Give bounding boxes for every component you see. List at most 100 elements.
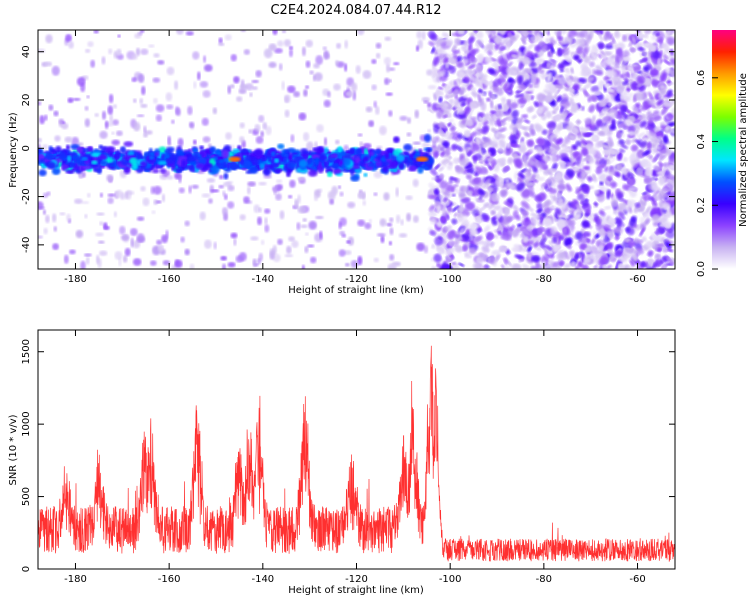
spectrogram-noise-cell [600, 61, 607, 68]
spectrogram-noise-cell [621, 67, 626, 74]
spectrogram-speckle [227, 201, 235, 209]
spectrogram-noise-cell [438, 86, 444, 90]
spectrogram-noise-cell [597, 194, 605, 203]
spectrogram-noise-cell [506, 61, 513, 68]
spectrogram-noise-cell [540, 184, 546, 191]
x-tick-label: -120 [345, 574, 368, 585]
spectrogram-noise-cell [519, 145, 527, 154]
spectrogram-noise-cell [447, 41, 453, 47]
spectrogram-speckle [130, 237, 134, 248]
spectrogram-speckle [290, 134, 295, 143]
spectrogram-speckle [277, 40, 284, 47]
spectrogram-speckle [339, 217, 347, 227]
spectrogram-noise-cell [606, 230, 615, 238]
spectrogram-noise-cell [530, 173, 536, 182]
spectrogram-noise-cell [449, 125, 456, 132]
spectrogram-speckle [93, 30, 99, 34]
spectrogram-noise-cell [560, 141, 568, 148]
spectrogram-noise-cell [624, 247, 635, 254]
spectrogram-speckle [264, 208, 271, 214]
spectrogram-speckle [131, 53, 138, 60]
spectrogram-noise-cell [593, 30, 604, 36]
spectrogram-noise-cell [469, 101, 478, 109]
spectrogram-speckle [357, 192, 366, 199]
spectrogram-speckle [323, 137, 328, 146]
spectrogram-noise-cell [617, 123, 625, 128]
spectrogram-noise-cell [553, 94, 558, 99]
spectrogram-noise-cell [647, 132, 657, 141]
spectrogram-speckle [144, 130, 153, 135]
spectrogram-speckle [165, 92, 173, 102]
spectrogram-speckle [115, 130, 123, 137]
spectrogram-noise-cell [548, 259, 554, 267]
spectrogram-speckle [52, 243, 59, 251]
spectrogram-speckle [387, 263, 397, 269]
spectrogram-noise-cell [541, 260, 546, 267]
spectrogram-signal-cell [242, 148, 248, 154]
spectrogram-noise-cell [541, 233, 546, 239]
spectrogram-noise-cell [464, 220, 470, 227]
spectrogram-speckle [227, 185, 235, 192]
spectrogram-signal-cell [356, 147, 361, 156]
spectrogram-noise-cell [644, 78, 651, 86]
spectrogram-speckle [357, 255, 363, 266]
spectrogram-noise-cell [536, 202, 543, 211]
spectrogram-noise-cell [598, 101, 606, 107]
x-tick-label: -160 [158, 574, 181, 585]
spectrogram-noise-cell [546, 249, 553, 255]
spectrogram-noise-cell [518, 258, 524, 263]
spectrogram-noise-cell [456, 145, 463, 152]
spectrogram-noise-cell [583, 82, 593, 90]
spectrogram-speckle [45, 214, 50, 224]
spectrogram-noise-cell [559, 68, 565, 73]
spectrogram-noise-cell [605, 30, 611, 39]
spectrogram-noise-cell [561, 93, 569, 101]
spectrogram-noise-cell [658, 193, 669, 199]
spectrogram-speckle [58, 120, 63, 128]
spectrogram-noise-cell [440, 216, 447, 223]
spectrogram-noise-cell [591, 115, 596, 126]
spectrogram-noise-cell [453, 99, 459, 109]
spectrogram-noise-cell [487, 67, 496, 75]
spectrogram-speckle [255, 70, 262, 78]
spectrogram-signal-cell [424, 133, 432, 143]
spectrogram-speckle [141, 85, 146, 96]
spectrogram-speckle [188, 185, 192, 194]
spectrogram-speckle [352, 90, 357, 101]
spectrogram-noise-cell [438, 236, 443, 240]
spectrogram-speckle [412, 215, 419, 223]
spectrogram-speckle [388, 110, 393, 117]
spectrogram-axes: -180 -160 -140 -120 -100 -80 -60 40 20 0 -20 -40 [21, 30, 675, 285]
spectrogram-signal-cell [299, 159, 308, 168]
spectrogram-signal-cell [273, 163, 279, 168]
spectrogram-noise-cell [623, 124, 630, 130]
spectrogram-noise-cell [458, 262, 465, 267]
spectrogram-speckle [416, 31, 423, 39]
spectrogram-noise-cell [608, 102, 612, 106]
spectrogram-noise-cell [517, 122, 522, 127]
spectrogram-speckle [224, 34, 232, 41]
spectrogram-speckle [112, 119, 119, 126]
spectrogram-speckle [46, 191, 51, 197]
spectrogram-speckle [107, 197, 114, 205]
spectrogram-noise-cell [536, 146, 543, 155]
spectrogram-noise-cell [482, 239, 489, 247]
spectrogram-speckle [258, 252, 264, 262]
spectrogram-noise-cell [439, 173, 445, 179]
spectrogram-noise-cell [564, 55, 573, 63]
spectrogram-noise-cell [494, 120, 501, 127]
spectrogram-speckle [376, 233, 386, 237]
spectrogram-noise-cell [511, 263, 522, 269]
spectrogram-noise-cell [669, 222, 675, 232]
spectrogram-speckle [86, 192, 91, 198]
spectrogram-speckle [227, 262, 236, 268]
spectrogram-speckle [44, 114, 48, 121]
spectrogram-noise-cell [499, 245, 508, 253]
spectrogram-speckle [412, 141, 421, 145]
spectrogram-speckle [239, 122, 245, 129]
spectrogram-noise-cell [581, 220, 590, 229]
spectrogram-speckle [344, 39, 349, 49]
spectrogram-noise-cell [490, 116, 495, 127]
x-tick-label: -60 [629, 574, 645, 585]
spectrogram-speckle [213, 241, 217, 250]
